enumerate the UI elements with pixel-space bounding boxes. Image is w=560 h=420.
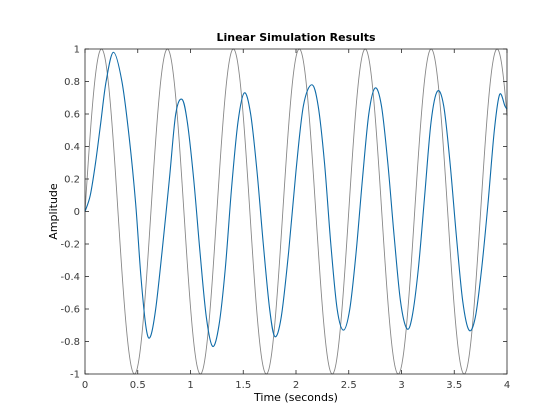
y-tick-label: 0.8 [64,77,80,88]
x-tick-label: 3 [398,380,404,391]
y-axis-label: Amplitude [47,183,60,240]
y-tick-label: 1 [74,45,80,56]
y-tick-label: -0.6 [60,305,80,316]
y-tick-label: 0 [74,207,80,218]
x-tick-label: 3.5 [446,380,462,391]
x-axis-label: Time (seconds) [253,391,338,404]
y-tick-label: -0.8 [60,337,80,348]
x-tick-label: 2.5 [341,380,357,391]
chart-title: Linear Simulation Results [216,31,376,44]
series-line-output [84,51,508,347]
plot-area [85,49,507,374]
x-tick-label: 1 [187,380,193,391]
y-tick-label: -0.4 [60,272,80,283]
series-layer [84,48,508,375]
y-tick-label: -1 [70,370,80,381]
ticks-layer: 0 0.5 1 1.5 2 2.5 3 3.5 4 1 0.8 0.6 0.4 0.2 0 -0.2 -0.4 -… [60,45,510,392]
y-tick-label: -0.2 [60,240,80,251]
y-tick-label: 0.2 [64,175,80,186]
x-tick-label: 0 [82,380,88,391]
x-tick-label: 0.5 [130,380,146,391]
y-tick-label: 0.6 [64,110,80,121]
x-tick-label: 4 [504,380,510,391]
y-tick-label: 0.4 [64,142,80,153]
x-tick-label: 2 [293,380,299,391]
x-tick-label: 1.5 [235,380,251,391]
series-line-input [84,48,508,375]
